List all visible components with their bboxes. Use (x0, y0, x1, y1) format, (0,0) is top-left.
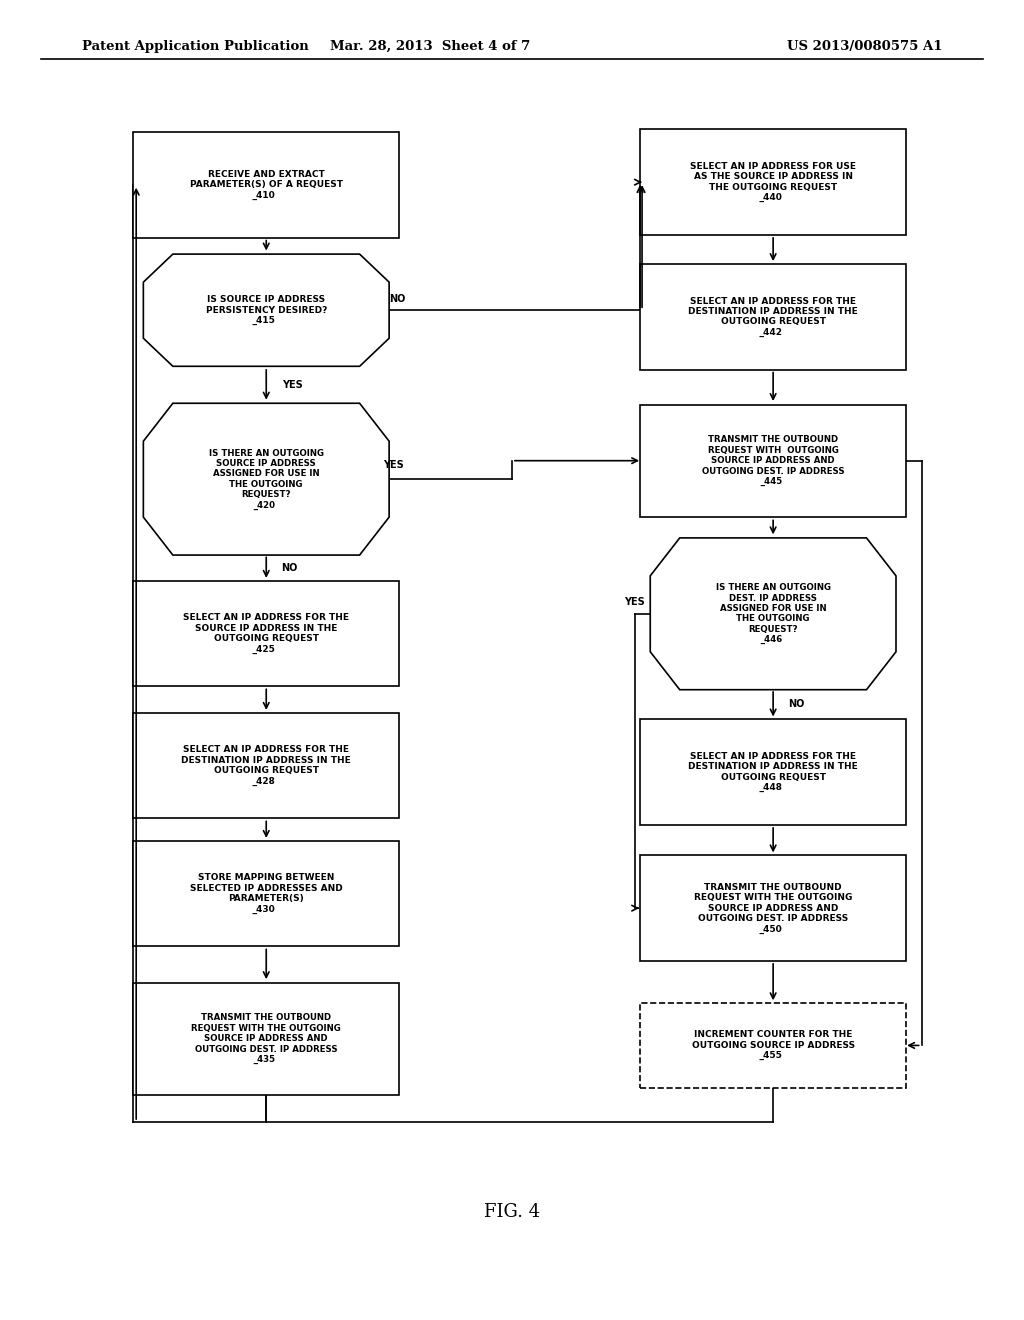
FancyBboxPatch shape (133, 581, 399, 686)
Polygon shape (143, 404, 389, 554)
Text: STORE MAPPING BETWEEN
SELECTED IP ADDRESSES AND
PARAMETER(S)
̲430: STORE MAPPING BETWEEN SELECTED IP ADDRES… (189, 874, 343, 913)
Text: US 2013/0080575 A1: US 2013/0080575 A1 (786, 40, 942, 53)
FancyBboxPatch shape (133, 982, 399, 1096)
Text: SELECT AN IP ADDRESS FOR THE
SOURCE IP ADDRESS IN THE
OUTGOING REQUEST
̲425: SELECT AN IP ADDRESS FOR THE SOURCE IP A… (183, 614, 349, 653)
FancyBboxPatch shape (640, 855, 906, 961)
FancyBboxPatch shape (640, 264, 906, 370)
FancyBboxPatch shape (133, 132, 399, 238)
Text: TRANSMIT THE OUTBOUND
REQUEST WITH  OUTGOING
SOURCE IP ADDRESS AND
OUTGOING DEST: TRANSMIT THE OUTBOUND REQUEST WITH OUTGO… (701, 436, 845, 486)
Text: NO: NO (282, 562, 298, 573)
Text: SELECT AN IP ADDRESS FOR THE
DESTINATION IP ADDRESS IN THE
OUTGOING REQUEST
̲442: SELECT AN IP ADDRESS FOR THE DESTINATION… (688, 297, 858, 337)
Text: YES: YES (625, 597, 645, 607)
FancyBboxPatch shape (133, 841, 399, 946)
Text: NO: NO (389, 293, 406, 304)
Text: IS THERE AN OUTGOING
SOURCE IP ADDRESS
ASSIGNED FOR USE IN
THE OUTGOING
REQUEST?: IS THERE AN OUTGOING SOURCE IP ADDRESS A… (209, 449, 324, 510)
FancyBboxPatch shape (640, 404, 906, 516)
Polygon shape (650, 539, 896, 689)
Text: INCREMENT COUNTER FOR THE
OUTGOING SOURCE IP ADDRESS
̲455: INCREMENT COUNTER FOR THE OUTGOING SOURC… (691, 1031, 855, 1060)
Text: SELECT AN IP ADDRESS FOR USE
AS THE SOURCE IP ADDRESS IN
THE OUTGOING REQUEST
̲4: SELECT AN IP ADDRESS FOR USE AS THE SOUR… (690, 162, 856, 202)
Text: IS THERE AN OUTGOING
DEST. IP ADDRESS
ASSIGNED FOR USE IN
THE OUTGOING
REQUEST?
: IS THERE AN OUTGOING DEST. IP ADDRESS AS… (716, 583, 830, 644)
Text: Mar. 28, 2013  Sheet 4 of 7: Mar. 28, 2013 Sheet 4 of 7 (330, 40, 530, 53)
FancyBboxPatch shape (640, 719, 906, 825)
Text: YES: YES (282, 380, 302, 389)
FancyBboxPatch shape (640, 1003, 906, 1088)
FancyBboxPatch shape (133, 713, 399, 818)
Text: IS SOURCE IP ADDRESS
PERSISTENCY DESIRED?
̲415: IS SOURCE IP ADDRESS PERSISTENCY DESIRED… (206, 296, 327, 325)
Text: NO: NO (788, 700, 805, 709)
Text: YES: YES (383, 459, 403, 470)
Text: SELECT AN IP ADDRESS FOR THE
DESTINATION IP ADDRESS IN THE
OUTGOING REQUEST
̲448: SELECT AN IP ADDRESS FOR THE DESTINATION… (688, 752, 858, 792)
Text: Patent Application Publication: Patent Application Publication (82, 40, 308, 53)
Text: FIG. 4: FIG. 4 (484, 1203, 540, 1221)
Text: RECEIVE AND EXTRACT
PARAMETER(S) OF A REQUEST
̲410: RECEIVE AND EXTRACT PARAMETER(S) OF A RE… (189, 170, 343, 199)
Text: TRANSMIT THE OUTBOUND
REQUEST WITH THE OUTGOING
SOURCE IP ADDRESS AND
OUTGOING D: TRANSMIT THE OUTBOUND REQUEST WITH THE O… (191, 1014, 341, 1064)
Polygon shape (143, 253, 389, 366)
Text: SELECT AN IP ADDRESS FOR THE
DESTINATION IP ADDRESS IN THE
OUTGOING REQUEST
̲428: SELECT AN IP ADDRESS FOR THE DESTINATION… (181, 746, 351, 785)
FancyBboxPatch shape (640, 129, 906, 235)
Text: TRANSMIT THE OUTBOUND
REQUEST WITH THE OUTGOING
SOURCE IP ADDRESS AND
OUTGOING D: TRANSMIT THE OUTBOUND REQUEST WITH THE O… (694, 883, 852, 933)
